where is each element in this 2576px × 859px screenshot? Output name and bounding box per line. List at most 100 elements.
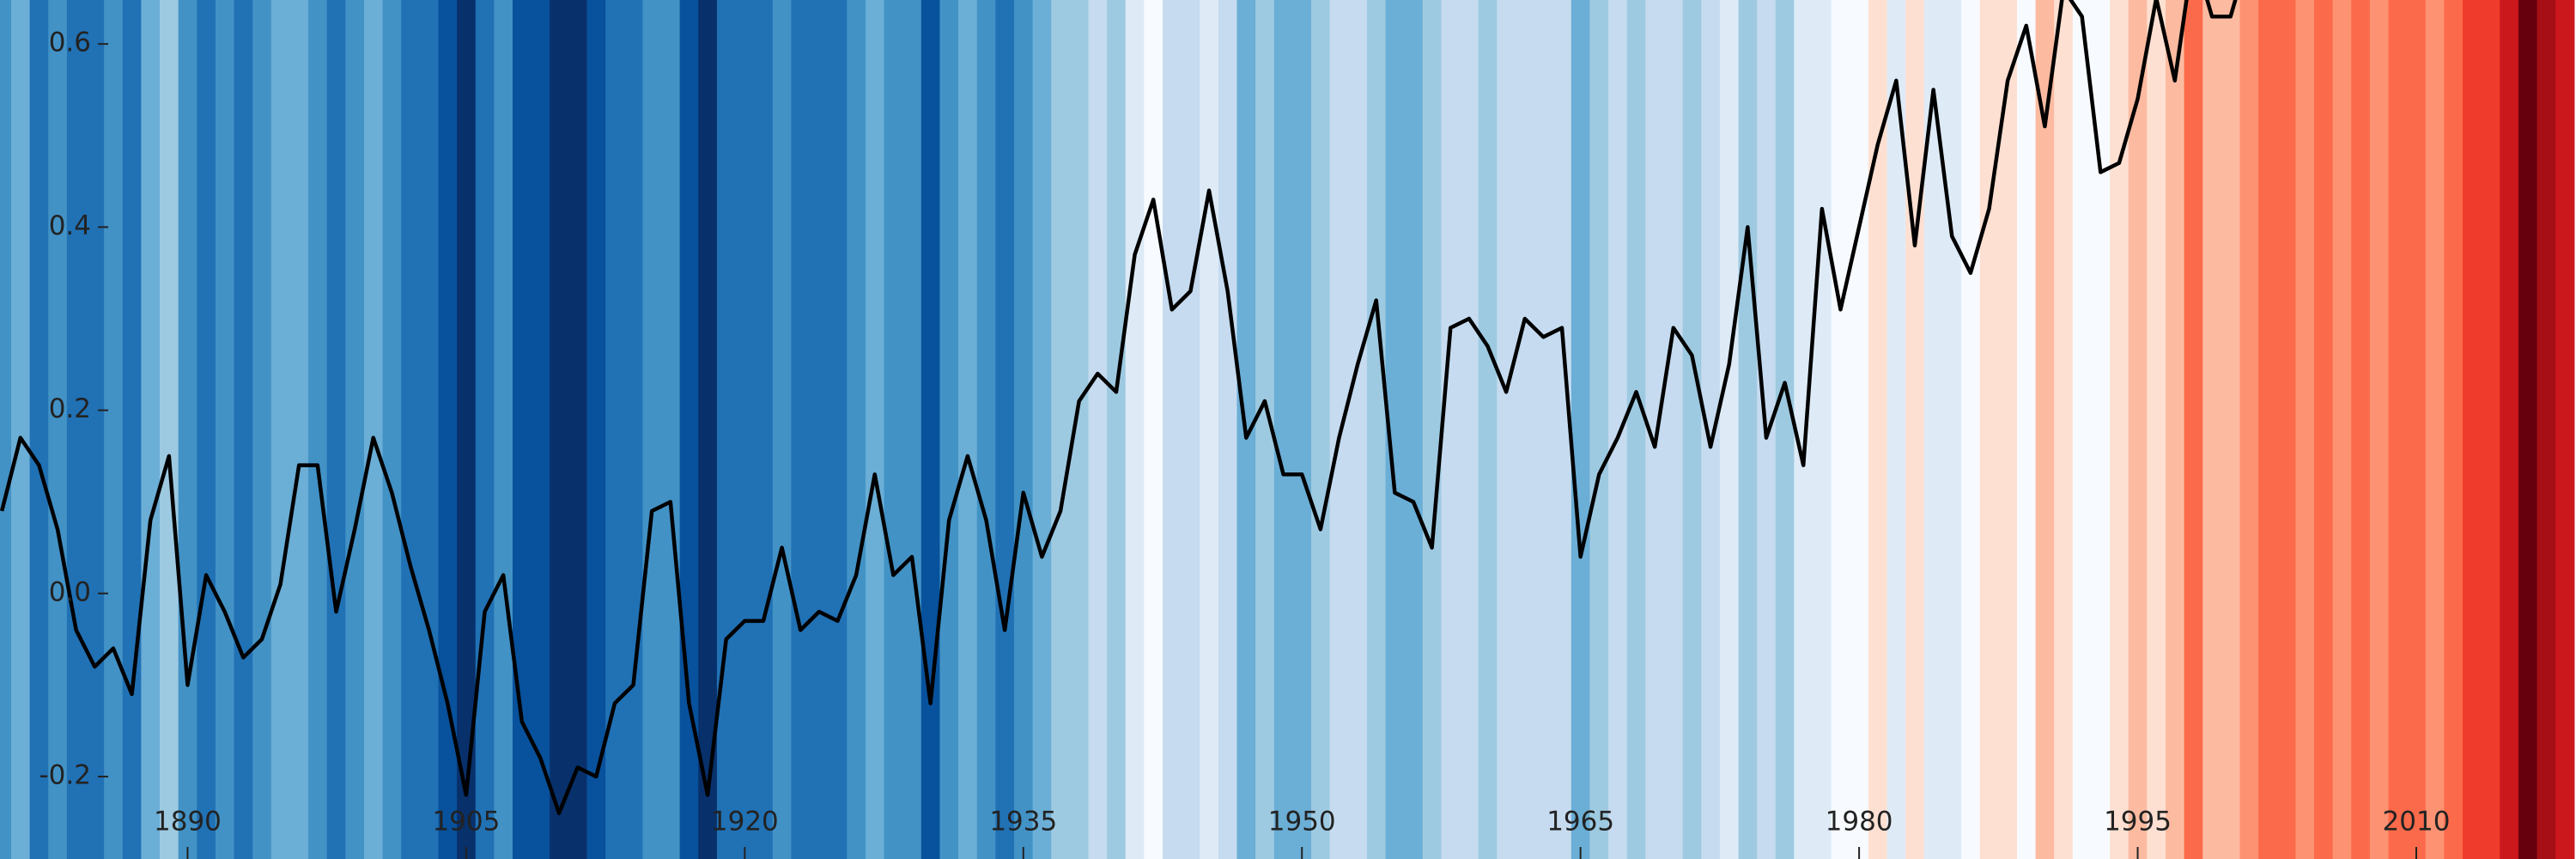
stripe [160,0,179,859]
stripe [457,0,477,859]
stripe [1273,0,1294,859]
stripe [29,0,49,859]
stripe [178,0,197,859]
stripe [382,0,402,859]
stripe [1868,0,1888,859]
stripe [1534,0,1553,859]
stripe [1775,0,1795,859]
stripe [772,0,793,859]
temperature-line [0,0,2238,815]
stripe [1292,0,1312,859]
stripe [1998,0,2018,859]
stripe [1905,0,1925,859]
stripe [2314,0,2334,859]
stripe [1719,0,1740,859]
stripe [2518,0,2538,859]
stripe [1794,0,1814,859]
stripe [1088,0,1108,859]
stripe [2500,0,2519,859]
stripe [1682,0,1702,859]
stripe [1923,0,1944,859]
stripe [1218,0,1238,859]
stripe [0,0,12,859]
stripe [865,0,885,859]
stripe [1813,0,1832,859]
stripe [2332,0,2352,859]
stripe [2072,0,2093,859]
stripe [2388,0,2408,859]
stripe [568,0,588,859]
stripe [1645,0,1665,859]
stripe [1701,0,1721,859]
stripe [85,0,105,859]
stripe [1051,0,1071,859]
stripe [1515,0,1535,859]
stripe [2351,0,2371,859]
stripe [48,0,68,859]
stripe [1497,0,1516,859]
stripe [1850,0,1869,859]
stripe [1032,0,1052,859]
stripe [1069,0,1090,859]
stripe [1200,0,1219,859]
stripe [1311,0,1331,859]
stripe [920,0,941,859]
stripe [884,0,903,859]
stripe [2407,0,2427,859]
stripe [1608,0,1628,859]
stripe [1886,0,1906,859]
stripe [661,0,681,859]
stripe [2555,0,2575,859]
stripe [2425,0,2445,859]
stripe [1385,0,1405,859]
x-tick-label: 2010 [2383,807,2451,838]
stripe [642,0,662,859]
stripe [1738,0,1758,859]
stripe [1460,0,1479,859]
stripe [1942,0,1962,859]
stripe [2165,0,2185,859]
stripe [419,0,440,859]
stripe [308,0,328,859]
stripe [2369,0,2390,859]
stripe [475,0,495,859]
x-tick-label: 1890 [154,807,222,838]
stripe [2221,0,2241,859]
stripe [828,0,848,859]
stripe [1013,0,1034,859]
stripe [531,0,550,859]
stripe [10,0,31,859]
x-tick-label: 1995 [2104,807,2172,838]
stripe [902,0,922,859]
x-tick-label: 1920 [711,807,779,838]
y-tick-label: 0.2 [49,393,91,424]
stripe [401,0,421,859]
stripe [605,0,625,859]
stripe [716,0,737,859]
stripe [2016,0,2037,859]
stripe [326,0,346,859]
stripe [2444,0,2464,859]
stripe [754,0,774,859]
stripe [1441,0,1461,859]
stripe [494,0,513,859]
stripe [2202,0,2222,859]
stripe [1255,0,1275,859]
stripe [2481,0,2500,859]
stripe [270,0,291,859]
stripe [2128,0,2148,859]
stripe [1663,0,1684,859]
stripe [104,0,124,859]
stripe [2110,0,2129,859]
stripe [958,0,978,859]
stripe [1144,0,1163,859]
stripe [1831,0,1850,859]
stripe [550,0,569,859]
stripe [1979,0,1999,859]
stripe [847,0,866,859]
stripe [1348,0,1368,859]
stripe [995,0,1015,859]
stripe [1478,0,1498,859]
stripe [2295,0,2315,859]
